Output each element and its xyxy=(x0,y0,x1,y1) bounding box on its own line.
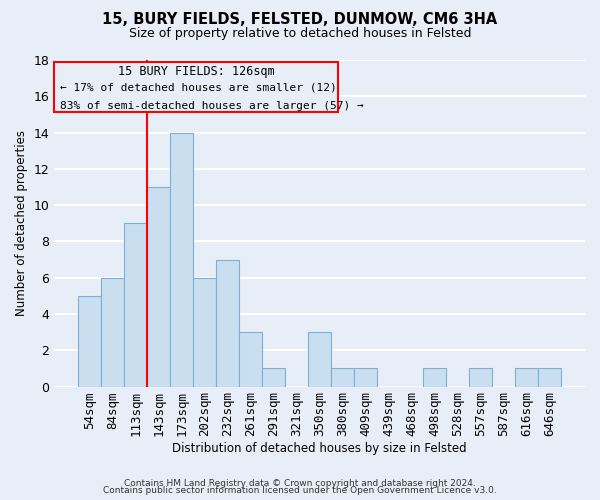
Bar xyxy=(148,187,170,386)
Bar xyxy=(193,278,216,386)
Bar xyxy=(308,332,331,386)
Text: 15 BURY FIELDS: 126sqm: 15 BURY FIELDS: 126sqm xyxy=(118,65,275,78)
Text: Size of property relative to detached houses in Felsted: Size of property relative to detached ho… xyxy=(129,28,471,40)
Bar xyxy=(170,132,193,386)
Y-axis label: Number of detached properties: Number of detached properties xyxy=(15,130,28,316)
Text: 15, BURY FIELDS, FELSTED, DUNMOW, CM6 3HA: 15, BURY FIELDS, FELSTED, DUNMOW, CM6 3H… xyxy=(103,12,497,28)
Text: ← 17% of detached houses are smaller (12): ← 17% of detached houses are smaller (12… xyxy=(59,83,337,93)
Bar xyxy=(79,296,101,386)
FancyBboxPatch shape xyxy=(54,62,338,112)
Bar xyxy=(331,368,354,386)
Bar xyxy=(538,368,561,386)
Bar xyxy=(515,368,538,386)
Text: Contains HM Land Registry data © Crown copyright and database right 2024.: Contains HM Land Registry data © Crown c… xyxy=(124,478,476,488)
Bar xyxy=(354,368,377,386)
Text: Contains public sector information licensed under the Open Government Licence v3: Contains public sector information licen… xyxy=(103,486,497,495)
Bar xyxy=(101,278,124,386)
Bar xyxy=(262,368,285,386)
Bar xyxy=(469,368,492,386)
X-axis label: Distribution of detached houses by size in Felsted: Distribution of detached houses by size … xyxy=(172,442,467,455)
Bar xyxy=(423,368,446,386)
Text: 83% of semi-detached houses are larger (57) →: 83% of semi-detached houses are larger (… xyxy=(59,101,364,111)
Bar xyxy=(124,224,148,386)
Bar xyxy=(216,260,239,386)
Bar xyxy=(239,332,262,386)
